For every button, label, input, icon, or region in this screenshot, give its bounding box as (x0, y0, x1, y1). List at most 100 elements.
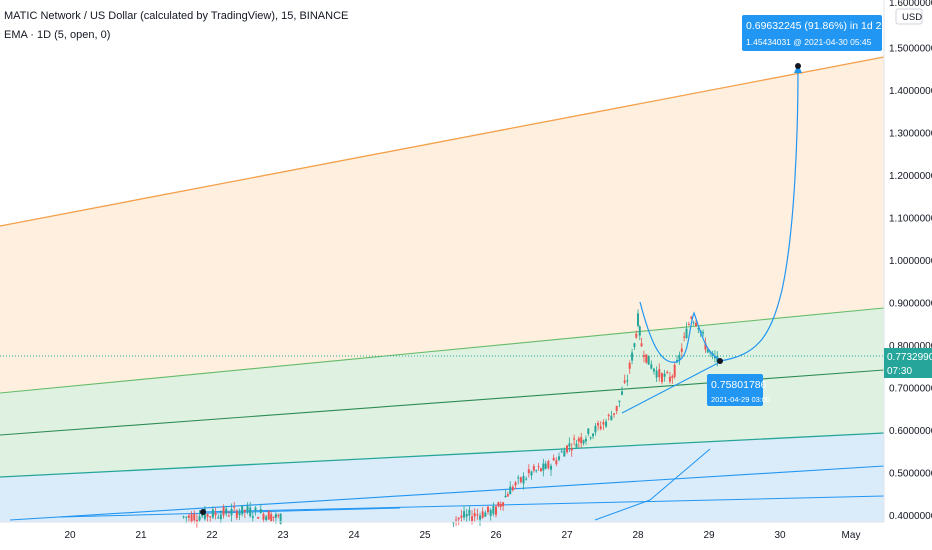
ema-indicator-label[interactable]: EMA · 1D (5, open, 0) (4, 29, 111, 41)
candle-body (552, 457, 555, 461)
candle-body (265, 516, 268, 521)
candle-body (277, 515, 280, 517)
candle-body (621, 391, 624, 395)
candle-body (680, 348, 683, 352)
start-point[interactable] (200, 509, 206, 515)
candle-body (673, 364, 676, 377)
candle-body (697, 328, 700, 330)
candle-body (217, 517, 220, 519)
green-upper-line[interactable] (0, 307, 885, 394)
x-axis[interactable]: 20 21 22 23 24 25 26 27 28 29 30 May (64, 530, 860, 541)
candle-body (214, 512, 217, 516)
trend-support-line[interactable] (621, 360, 723, 414)
candle-body (597, 422, 600, 426)
candle-body (476, 514, 479, 516)
candle-body (694, 322, 697, 326)
y-tick-label: 0.40000000 (889, 511, 932, 522)
candle-body (492, 506, 495, 514)
x-tick-label: 20 (64, 530, 76, 541)
projection-curve[interactable] (719, 67, 799, 362)
y-axis[interactable]: 0.40000000 0.50000000 0.60000000 0.70000000… (889, 44, 932, 523)
candle-body (219, 514, 222, 520)
candle-body (201, 514, 204, 517)
candle-body (704, 343, 707, 350)
candle-body (547, 461, 550, 469)
current-price-countdown: 07:30 (887, 366, 912, 377)
candle-body (638, 326, 641, 336)
candle-body (259, 509, 262, 513)
candle-body (555, 460, 558, 465)
candle-body (519, 477, 522, 483)
x-tick-label: 21 (135, 530, 147, 541)
candle-body (468, 509, 471, 516)
y-tick-label: 0.60000000 (889, 426, 932, 437)
chart-title: MATIC Network / US Dollar (calculated by… (4, 10, 349, 22)
y-tick-label: 1.40000000 (889, 86, 932, 97)
candle-body (249, 507, 252, 517)
candle-body (193, 513, 196, 521)
candle-body (660, 373, 663, 383)
cup-handle-curve[interactable] (639, 301, 721, 363)
teal-line[interactable] (0, 432, 885, 478)
x-tick-label: 27 (561, 530, 573, 541)
candle-body (211, 509, 214, 518)
y-tick-label: 0.70000000 (889, 384, 932, 395)
candle-body (607, 414, 610, 416)
y-tick-label: 0.80000000 (889, 341, 932, 352)
y-tick-label: 1.00000000 (889, 256, 932, 267)
current-price-tag[interactable]: 0.77329903 07:30 (884, 348, 932, 378)
candle-body (509, 486, 512, 495)
orange-upper-line[interactable] (0, 56, 885, 227)
candle-body (527, 469, 530, 474)
candle-body (499, 503, 502, 507)
candle-body (580, 437, 583, 444)
anchor-label[interactable]: 0.75801786 2021-04-29 03:00 (707, 374, 770, 406)
anchor-point[interactable] (717, 358, 723, 364)
candle-body (618, 400, 621, 403)
currency-badge[interactable]: USD (895, 8, 923, 25)
candle-body (481, 511, 484, 518)
blue-line-a[interactable] (9, 465, 885, 521)
candle-body (666, 371, 669, 373)
x-tick-label: 22 (206, 530, 218, 541)
candle-body (262, 514, 265, 520)
candle-body (631, 352, 634, 361)
candle-body (692, 322, 695, 324)
candle-body (568, 443, 571, 447)
candle-body (522, 476, 525, 484)
candle-body (589, 437, 592, 439)
candle-body (465, 514, 468, 517)
candle-body (645, 354, 648, 363)
blue-channel-fill (0, 433, 884, 522)
candle-body (702, 332, 705, 334)
candle-body (628, 362, 631, 369)
projection-line2: 1.45434031 @ 2021-04-30 05:45 (746, 37, 872, 47)
blue-line-b[interactable] (199, 495, 885, 513)
candle-body (230, 508, 233, 516)
candle-body (613, 413, 616, 415)
blue-segment-line[interactable] (594, 448, 711, 521)
candle-body (566, 445, 568, 453)
x-tick-label: 30 (774, 530, 786, 541)
target-point[interactable] (795, 63, 801, 69)
candle-body (457, 517, 460, 520)
candle-body (690, 317, 693, 319)
candle-body (198, 516, 201, 521)
candle-body (602, 422, 605, 425)
projection-label[interactable]: 0.69632245 (91.86%) in 1d 2h 45m 1.45434… (742, 15, 911, 51)
candle-body (640, 343, 643, 347)
candle-body (279, 513, 282, 524)
blue-line-c[interactable] (59, 507, 401, 518)
candle-body (647, 355, 650, 365)
candle-body (487, 506, 490, 513)
candle-body (209, 516, 212, 518)
candle-body (687, 324, 690, 326)
candle-body (683, 336, 686, 338)
candle-body (582, 440, 585, 444)
candle-body (195, 519, 198, 522)
green-channel-fill (0, 308, 884, 477)
candle-body (187, 515, 190, 518)
candle-body (525, 478, 528, 480)
candle-body (658, 369, 661, 378)
